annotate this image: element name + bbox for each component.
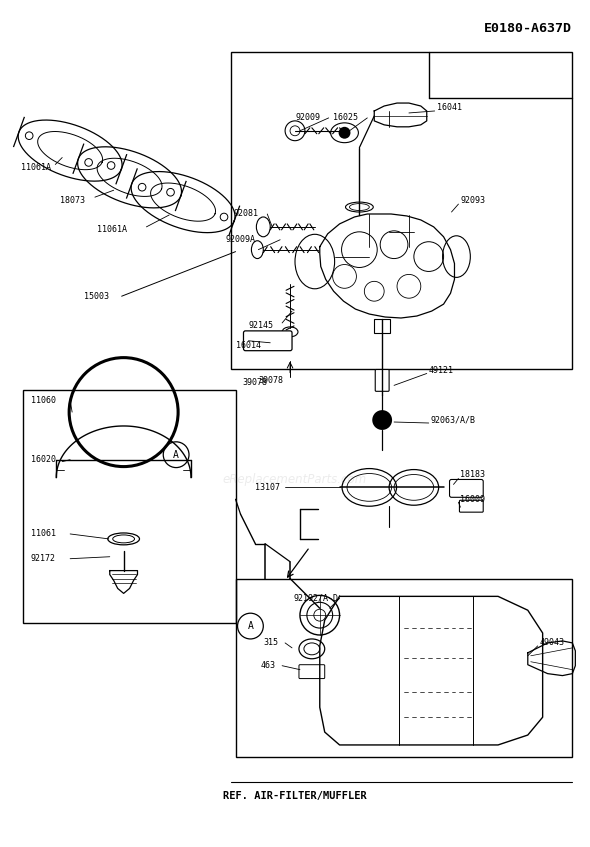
Text: 315: 315 bbox=[263, 639, 278, 647]
Text: 92009A: 92009A bbox=[225, 235, 255, 244]
Text: 11061A: 11061A bbox=[21, 163, 51, 172]
FancyBboxPatch shape bbox=[450, 479, 483, 497]
Bar bbox=[235, 579, 572, 757]
Text: 15003: 15003 bbox=[84, 291, 109, 301]
Text: 11061: 11061 bbox=[31, 529, 55, 539]
Text: 16009: 16009 bbox=[460, 495, 486, 504]
FancyBboxPatch shape bbox=[244, 331, 292, 351]
Text: 92093: 92093 bbox=[460, 196, 486, 205]
Circle shape bbox=[285, 121, 305, 141]
FancyBboxPatch shape bbox=[460, 501, 483, 512]
Text: 92009: 92009 bbox=[296, 113, 321, 123]
FancyBboxPatch shape bbox=[375, 369, 389, 391]
Text: 18183: 18183 bbox=[460, 470, 486, 479]
Circle shape bbox=[372, 410, 392, 430]
Ellipse shape bbox=[257, 217, 270, 237]
Ellipse shape bbox=[251, 241, 263, 258]
Text: 92145: 92145 bbox=[248, 321, 273, 330]
Text: 39078: 39078 bbox=[242, 378, 267, 387]
Text: REF. AIR-FILTER/MUFFLER: REF. AIR-FILTER/MUFFLER bbox=[223, 791, 367, 801]
Text: 11061A: 11061A bbox=[97, 225, 127, 235]
Text: 16041: 16041 bbox=[437, 103, 461, 113]
Text: A: A bbox=[247, 621, 253, 631]
Text: 39078: 39078 bbox=[258, 376, 283, 385]
Text: E0180-A637D: E0180-A637D bbox=[484, 22, 572, 35]
Text: 18073: 18073 bbox=[60, 196, 85, 205]
Text: 16025: 16025 bbox=[333, 113, 358, 123]
Text: 463: 463 bbox=[260, 662, 276, 670]
Text: 13107: 13107 bbox=[255, 483, 280, 492]
Bar bbox=[22, 390, 235, 623]
Text: 49043: 49043 bbox=[540, 639, 565, 647]
Text: 11060: 11060 bbox=[31, 396, 55, 405]
Text: eReplacementParts.com: eReplacementParts.com bbox=[223, 473, 367, 486]
FancyBboxPatch shape bbox=[374, 319, 390, 333]
Text: 92192/A-D: 92192/A-D bbox=[293, 594, 338, 603]
Text: 16020: 16020 bbox=[31, 455, 55, 464]
Text: 92081: 92081 bbox=[234, 209, 258, 219]
Text: 92172: 92172 bbox=[31, 554, 55, 563]
Ellipse shape bbox=[282, 327, 298, 337]
Circle shape bbox=[339, 127, 350, 139]
Text: 49121: 49121 bbox=[429, 366, 454, 375]
Bar bbox=[231, 52, 572, 368]
Text: A: A bbox=[173, 450, 179, 460]
FancyBboxPatch shape bbox=[299, 665, 324, 678]
Text: 16014: 16014 bbox=[235, 341, 261, 351]
Text: 92063/A/B: 92063/A/B bbox=[431, 416, 476, 424]
